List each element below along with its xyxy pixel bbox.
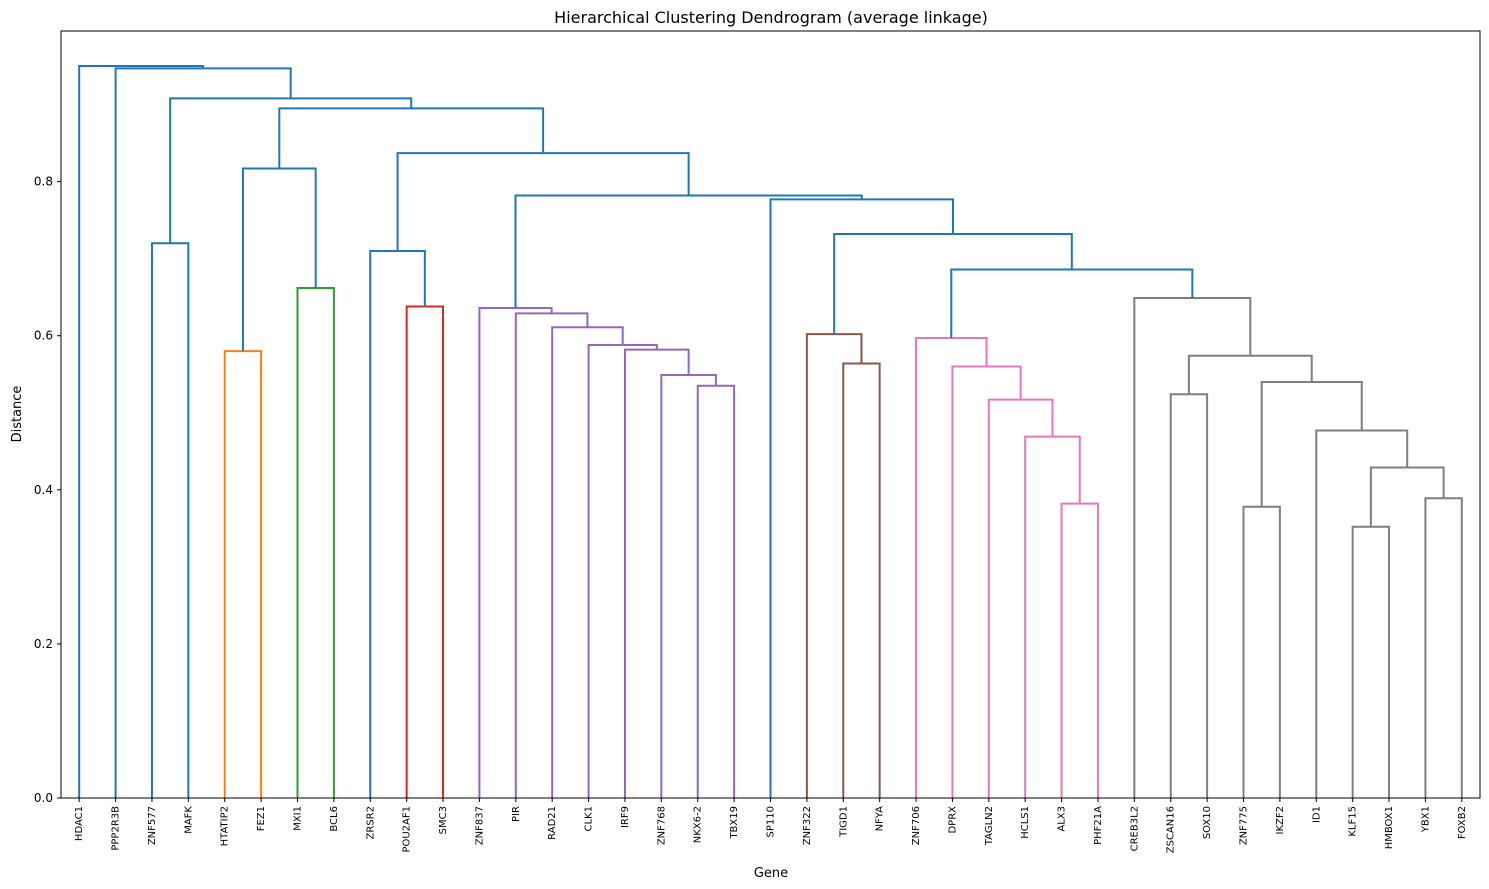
dendrogram-link [1424,497,1463,798]
y-tick-label: 0.2 [34,637,53,651]
y-tick-label: 0.4 [34,483,53,497]
leaf-label: TIGD1 [838,806,849,838]
dendrogram-link [1133,296,1252,798]
dendrogram-link [114,67,292,798]
dendrogram-link [833,233,1073,335]
dendrogram-link [78,65,205,798]
leaf-label: MXI1 [293,806,304,831]
leaf-label: HDAC1 [74,806,85,841]
leaf-label: FEZ1 [256,806,267,831]
dendrogram-link [805,333,863,798]
leaf-label: HCLS1 [1020,806,1031,839]
y-tick-label: 0.0 [34,791,53,805]
dendrogram-link [696,384,736,798]
leaf-label: ZNF322 [802,806,813,845]
dendrogram-link [951,365,1022,798]
dendrogram-link [1315,429,1409,798]
chart-title: Hierarchical Clustering Dendrogram (aver… [554,8,988,27]
leaf-label: SOX10 [1202,806,1213,839]
leaf-label: HTATIP2 [220,806,231,846]
dendrogram-links [78,65,1463,798]
x-axis-label: Gene [754,866,788,881]
dendrogram-link [1024,435,1081,798]
plot-frame [60,30,1481,799]
dendrogram-link [169,97,413,244]
dendrogram-link [1242,505,1281,798]
dendrogram-link [950,268,1194,339]
leaf-label: FOXB2 [1457,806,1468,839]
leaf-label: KLF15 [1348,806,1359,837]
leaf-label: IKZF2 [1275,806,1286,834]
leaf-label: PHF21A [1093,806,1104,845]
leaf-label: TAGLN2 [984,806,995,846]
leaf-label: IRF9 [620,806,631,828]
dendrogram-link [223,350,263,798]
leaf-label: ZNF837 [474,806,485,845]
y-axis-ticks: 0.0 0.2 0.4 0.6 0.8 [34,175,61,805]
x-axis-ticks: HDAC1 PPP2R3B ZNF577 MAFK HTATIP2 FEZ1 MXI1 BCL… [74,798,1468,853]
leaf-label: MAFK [183,806,194,834]
leaf-label: YBX1 [1420,806,1431,833]
leaf-label: NFYA [875,806,886,832]
y-tick-label: 0.6 [34,329,53,343]
leaf-label: HMBOX1 [1384,806,1395,849]
leaf-label: ZNF577 [147,806,158,845]
leaf-label: ZRSR2 [365,806,376,839]
dendrogram-link [1260,380,1363,507]
leaf-label: ZNF768 [656,806,667,845]
dendrogram-link [660,374,717,798]
leaf-label: ID1 [1311,806,1322,823]
leaf-label: CLK1 [584,806,595,831]
leaf-label: POU2AF1 [402,806,413,853]
dendrogram-link [987,398,1054,798]
leaf-label: RAD21 [547,806,558,840]
dendrogram-link [396,152,690,251]
leaf-label: CREB3L2 [1129,806,1140,851]
leaf-label: ZNF706 [911,806,922,845]
leaf-label: TBX19 [729,806,740,840]
leaf-label: ZNF775 [1239,806,1250,845]
y-tick-label: 0.8 [34,175,53,189]
leaf-label: BCL6 [329,806,340,832]
dendrogram-link [1187,354,1313,395]
leaf-label: DPRX [947,806,958,834]
dendrogram-link [150,242,190,798]
dendrogram-link [623,348,690,798]
leaf-label: SMC3 [438,806,449,834]
dendrogram-link [1369,466,1445,527]
dendrogram-link [1351,525,1391,798]
dendrogram-link [587,343,658,798]
leaf-label: PIR [511,806,522,822]
dendrogram-link [842,362,881,798]
dendrogram-link [1169,393,1209,798]
leaf-label: ALX3 [1057,806,1068,832]
dendrogram-link [551,326,624,798]
dendrogram-link [514,194,863,308]
dendrogram-link [1060,502,1099,798]
dendrogram-link [296,286,335,798]
dendrogram-link [241,167,317,352]
dendrogram-link [769,198,954,798]
leaf-label: ZSCAN16 [1166,806,1177,853]
dendrogram-link [278,107,545,169]
y-axis-label: Distance [10,386,25,443]
dendrogram-link [369,249,426,798]
leaf-label: PPP2R3B [111,806,122,851]
dendrogram-link [405,305,445,798]
leaf-label: NKX6-2 [693,806,704,843]
dendrogram-link [478,306,553,798]
dendrogram-link [915,337,988,798]
leaf-label: SP110 [766,806,777,837]
